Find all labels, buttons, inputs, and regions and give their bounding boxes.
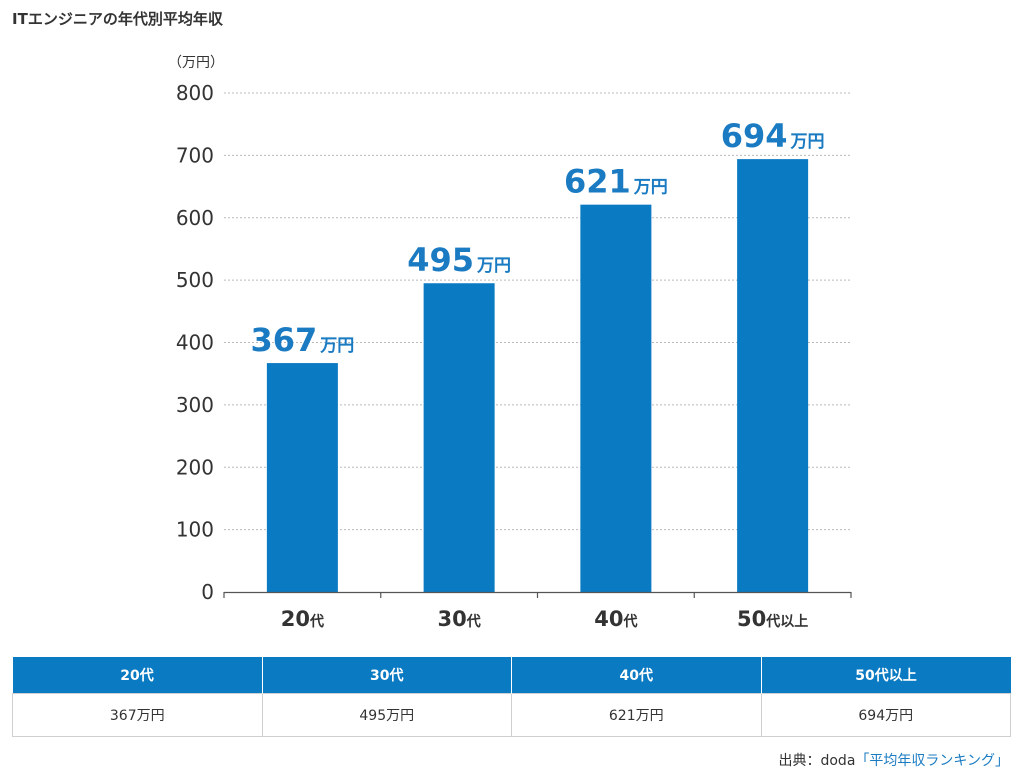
x-category-suffix: 代 — [622, 613, 637, 630]
y-tick-label: 100 — [176, 518, 214, 542]
source-link[interactable]: 「平均年収ランキング」 — [855, 753, 1009, 769]
bar-value-unit: 万円 — [319, 336, 354, 356]
source-prefix: 出典：doda — [778, 753, 856, 769]
table-cell: 495万円 — [261, 693, 512, 737]
bar — [737, 159, 809, 592]
table-cell: 621万円 — [511, 693, 762, 737]
y-tick-label: 300 — [176, 393, 214, 417]
x-category-label: 50代以上 — [737, 607, 808, 631]
y-tick-label: 400 — [176, 331, 214, 355]
x-category-label: 40代 — [594, 607, 637, 631]
x-category-suffix: 代 — [309, 613, 324, 630]
table-header-row: 20代 30代 40代 50代以上 — [12, 657, 1011, 694]
x-category-number: 50 — [737, 607, 766, 631]
y-axis-unit-label: （万円） — [168, 55, 224, 71]
bar-value-label: 621 万円 — [564, 163, 668, 201]
table-header-cell: 30代 — [261, 657, 512, 694]
bar — [580, 204, 652, 592]
x-category-number: 40 — [594, 607, 623, 631]
salary-table: 20代 30代 40代 50代以上 367万円 495万円 621万円 694万… — [12, 657, 1011, 737]
x-axis — [223, 591, 852, 598]
bar-value-unit: 万円 — [633, 178, 668, 198]
x-category-suffix: 代以上 — [765, 613, 808, 630]
bar-value-label: 367 万円 — [250, 321, 354, 359]
bars — [266, 159, 809, 592]
table-cell: 694万円 — [760, 693, 1011, 737]
y-tick-label: 800 — [176, 81, 214, 105]
bar-value-number: 367 — [250, 321, 317, 359]
bar-value-number: 694 — [721, 117, 788, 155]
bar — [266, 363, 338, 592]
table-header-cell: 20代 — [12, 657, 263, 694]
x-category-suffix: 代 — [466, 613, 481, 630]
y-tick-label: 600 — [176, 206, 214, 230]
x-category-label: 30代 — [438, 607, 481, 631]
bar-value-label: 694 万円 — [721, 117, 825, 155]
x-category-number: 20 — [281, 607, 310, 631]
y-tick-label: 500 — [176, 268, 214, 292]
bar-value-label: 495 万円 — [407, 241, 511, 279]
x-category-label: 20代 — [281, 607, 324, 631]
bar-value-number: 621 — [564, 163, 631, 201]
x-axis-categories: 20代 30代 40代 50代以上 — [281, 607, 808, 631]
y-axis-ticks: 0 100 200 300 400 500 600 700 800 — [176, 81, 214, 604]
bar — [423, 283, 495, 592]
y-tick-label: 700 — [176, 143, 214, 167]
bar-value-unit: 万円 — [790, 132, 825, 152]
table-header-cell: 50代以上 — [760, 657, 1011, 694]
page-title: ITエンジニアの年代別平均年収 — [12, 10, 223, 28]
x-category-number: 30 — [438, 607, 467, 631]
table-header-cell: 40代 — [511, 657, 762, 694]
source-citation: 出典：doda「平均年収ランキング」 — [778, 750, 1009, 770]
bar-value-unit: 万円 — [476, 256, 511, 276]
y-tick-label: 0 — [201, 580, 214, 604]
table-row: 367万円 495万円 621万円 694万円 — [12, 693, 1011, 737]
table-cell: 367万円 — [12, 693, 263, 737]
bar-value-number: 495 — [407, 241, 474, 279]
y-tick-label: 200 — [176, 455, 214, 479]
